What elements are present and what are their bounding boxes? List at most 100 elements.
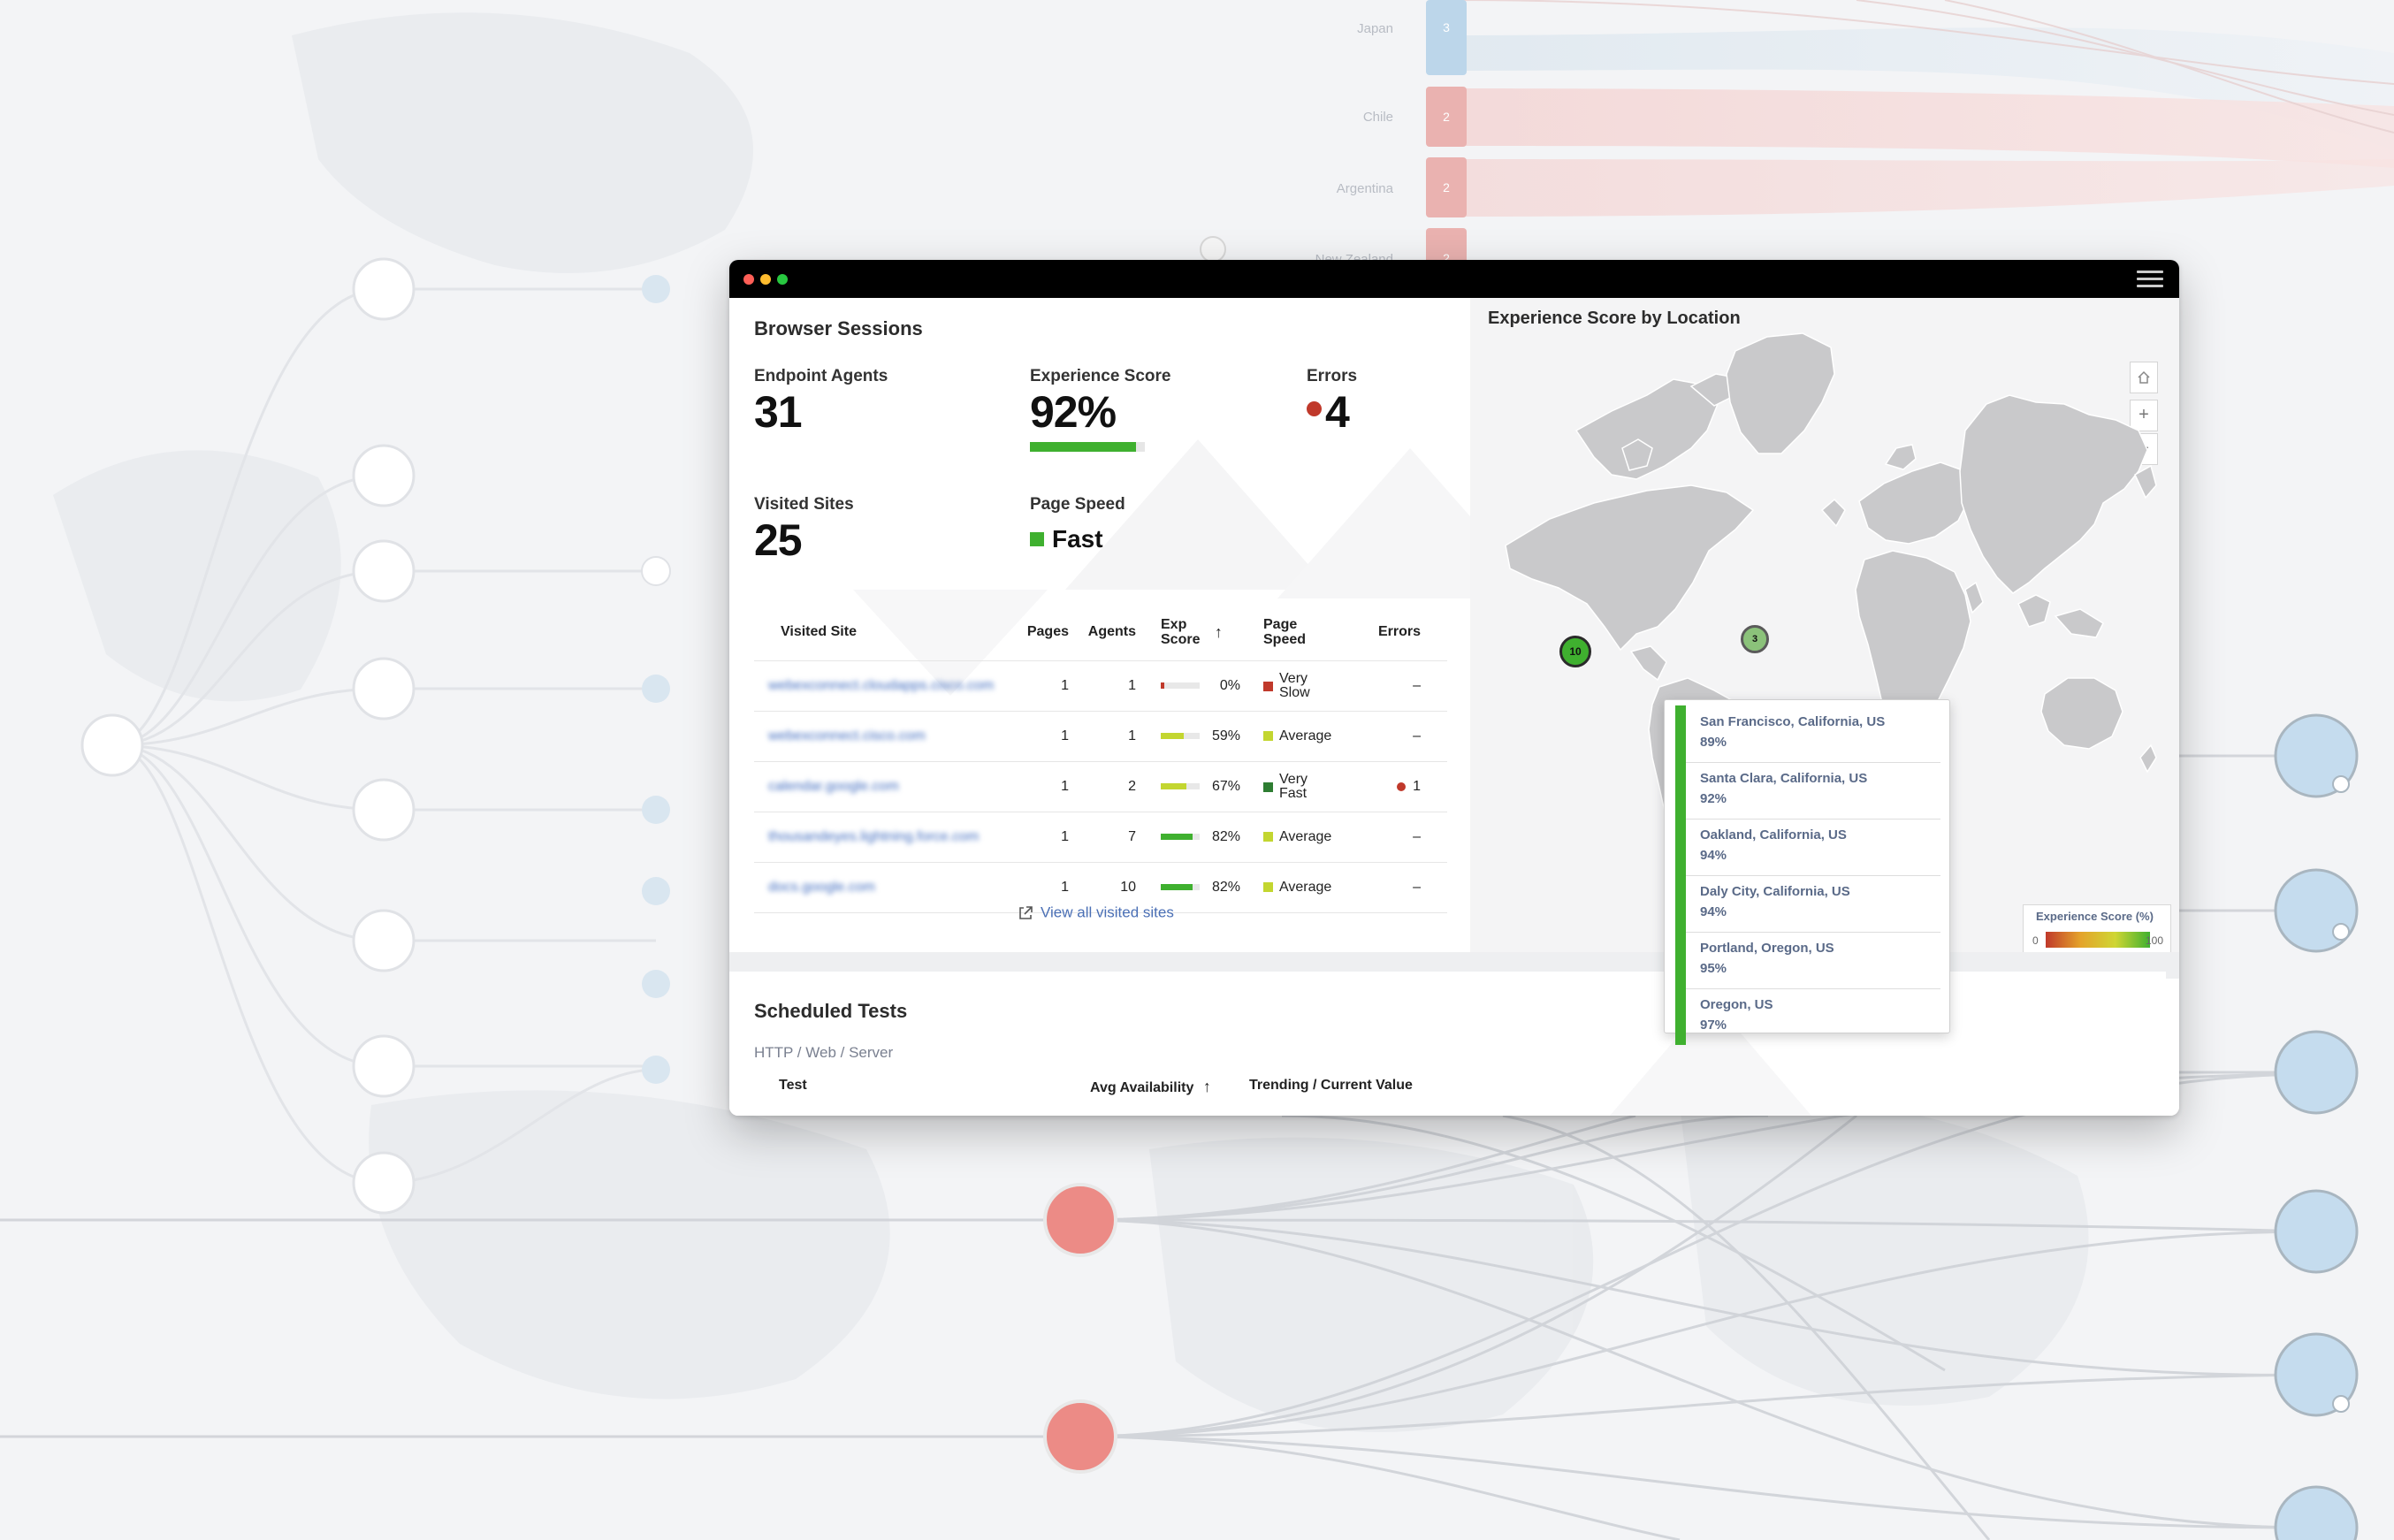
row-agents: 10 — [1078, 862, 1145, 913]
row-exp-score: 82% — [1211, 828, 1240, 844]
row-pages: 1 — [1010, 812, 1078, 863]
tooltip-location-item[interactable]: Portland, Oregon, US 95% — [1675, 932, 1940, 989]
tooltip-location-name: Santa Clara, California, US — [1700, 771, 1868, 786]
view-all-visited-sites-link[interactable]: View all visited sites — [1018, 903, 1174, 922]
table-row[interactable]: calendar.google.com 1 2 67% Very Fast 1 — [754, 761, 1447, 812]
endpoint-agents-label: Endpoint Agents — [754, 367, 888, 385]
map-marker-north-america[interactable]: 10 — [1559, 636, 1591, 667]
page-speed-square-icon — [1263, 681, 1273, 691]
legend-max: 100 — [2145, 934, 2163, 947]
world-map — [1505, 332, 2157, 874]
errors-stat: 4 — [1307, 386, 1350, 438]
error-dot-icon — [1307, 400, 1322, 416]
table-row[interactable]: webexconnect.cisco.com 1 1 59% Average – — [754, 711, 1447, 762]
tooltip-location-item[interactable]: Santa Clara, California, US 92% — [1675, 762, 1940, 820]
row-agents: 7 — [1078, 812, 1145, 863]
errors-label: Errors — [1307, 367, 1358, 385]
page-speed-value: Fast — [1052, 525, 1103, 553]
map-marker-europe[interactable]: 3 — [1741, 625, 1769, 653]
row-exp-score: 0% — [1219, 677, 1240, 693]
tooltip-location-item[interactable]: Oregon, US 97% — [1675, 988, 1940, 1045]
tooltip-location-item[interactable]: San Francisco, California, US 89% — [1675, 705, 1940, 763]
experience-score-bar — [1030, 442, 1145, 452]
table-row[interactable]: thousandeyes.lightning.force.com 1 7 82% Ave… — [754, 812, 1447, 863]
visited-site-link[interactable]: webexconnect.cloudapps.cisco.com — [768, 678, 995, 693]
country-bar-japan — [1426, 0, 1467, 75]
hamburger-menu-icon[interactable] — [2137, 271, 2163, 288]
page-speed-label: Page Speed — [1030, 495, 1125, 514]
row-errors: – — [1413, 880, 1421, 895]
experience-score-legend: Experience Score (%) 0 100 — [2023, 904, 2171, 956]
exp-score-bar — [1161, 884, 1200, 891]
exp-score-bar-fill — [1161, 682, 1164, 690]
exp-score-bar-fill — [1161, 733, 1184, 740]
col-errors[interactable]: Errors — [1377, 624, 1421, 639]
country-label: Japan — [1357, 21, 1393, 36]
col-page-speed[interactable]: Page Speed — [1242, 604, 1341, 661]
country-count: 3 — [1443, 20, 1450, 34]
fast-square-icon — [1030, 532, 1044, 546]
exp-score-bar-fill — [1161, 834, 1193, 841]
background-tree-links — [111, 287, 657, 1185]
col-avg-availability[interactable]: Avg Availability ↑ — [1090, 1078, 1211, 1096]
tooltip-location-score: 89% — [1700, 735, 1727, 750]
visited-site-link[interactable]: docs.google.com — [768, 880, 875, 895]
tooltip-location-name: San Francisco, California, US — [1700, 714, 1886, 729]
row-errors: – — [1413, 728, 1421, 743]
col-trending-current-value[interactable]: Trending / Current Value — [1249, 1078, 1413, 1093]
row-pages: 1 — [1010, 761, 1078, 812]
score-bar — [1675, 932, 1686, 988]
table-row[interactable]: docs.google.com 1 10 82% Average – — [754, 862, 1447, 913]
country-label: Argentina — [1337, 181, 1394, 196]
scheduled-tests-title: Scheduled Tests — [754, 1000, 908, 1022]
page-speed-line1: Very — [1279, 772, 1308, 787]
map-zoom-in-button[interactable]: + — [2130, 400, 2158, 431]
dashboard-content: Browser Sessions Endpoint Agents 31 Expe… — [729, 298, 2179, 1116]
endpoint-agents-value: 31 — [754, 387, 803, 437]
country-bar-argentina — [1426, 157, 1467, 217]
score-bar — [1675, 762, 1686, 819]
row-agents: 1 — [1078, 660, 1145, 712]
map-home-button[interactable] — [2130, 362, 2158, 393]
score-bar — [1675, 819, 1686, 875]
country-count: 2 — [1443, 251, 1450, 265]
country-bar-chile — [1426, 87, 1467, 147]
col-visited-site[interactable]: Visited Site — [781, 624, 857, 639]
window-minimize-dot[interactable] — [760, 274, 771, 285]
page-speed-square-icon — [1263, 882, 1273, 893]
scheduled-tests-subtitle[interactable]: HTTP / Web / Server — [754, 1044, 894, 1061]
visited-site-link[interactable]: calendar.google.com — [768, 779, 899, 794]
location-tooltip: San Francisco, California, US 89% Santa Cl… — [1664, 699, 1950, 1045]
tooltip-location-name: Daly City, California, US — [1700, 884, 1850, 899]
visited-sites-label: Visited Sites — [754, 495, 854, 514]
country-count: 2 — [1443, 110, 1450, 124]
table-row[interactable]: webexconnect.cloudapps.cisco.com 1 1 0% Very… — [754, 660, 1447, 712]
visited-site-link[interactable]: thousandeyes.lightning.force.com — [768, 829, 980, 844]
tooltip-location-score: 94% — [1700, 904, 1727, 919]
page-speed-square-icon — [1263, 781, 1273, 792]
window-titlebar — [729, 260, 2179, 298]
visited-site-link[interactable]: webexconnect.cisco.com — [768, 728, 926, 743]
col-pages[interactable]: Pages — [1026, 624, 1069, 639]
error-dot-icon — [1397, 781, 1407, 791]
window-close-dot[interactable] — [743, 274, 754, 285]
exp-score-bar — [1161, 834, 1200, 841]
tooltip-location-score: 95% — [1700, 961, 1727, 976]
visited-sites-table: Visited Site Pages Agents Exp Score ↑ Pa… — [754, 604, 1447, 913]
tooltip-location-item[interactable]: Oakland, California, US 94% — [1675, 819, 1940, 876]
col-exp-score[interactable]: Exp Score ↑ — [1145, 604, 1242, 661]
exp-score-bar-fill — [1161, 884, 1193, 891]
window-maximize-dot[interactable] — [777, 274, 788, 285]
row-exp-score: 67% — [1211, 778, 1240, 794]
col-page-speed-line2: Speed — [1263, 632, 1307, 647]
page-speed-stat: Fast — [1030, 525, 1103, 553]
tooltip-location-name: Portland, Oregon, US — [1700, 941, 1834, 956]
col-page-speed-line1: Page — [1263, 617, 1298, 632]
col-agents[interactable]: Agents — [1087, 624, 1136, 639]
tooltip-location-item[interactable]: Daly City, California, US 94% — [1675, 875, 1940, 933]
app-window: Browser Sessions Endpoint Agents 31 Expe… — [729, 260, 2179, 1116]
row-exp-score: 59% — [1211, 728, 1240, 743]
col-test[interactable]: Test — [779, 1078, 807, 1093]
country-count: 2 — [1443, 180, 1450, 194]
page-speed-line2: Slow — [1279, 685, 1310, 700]
